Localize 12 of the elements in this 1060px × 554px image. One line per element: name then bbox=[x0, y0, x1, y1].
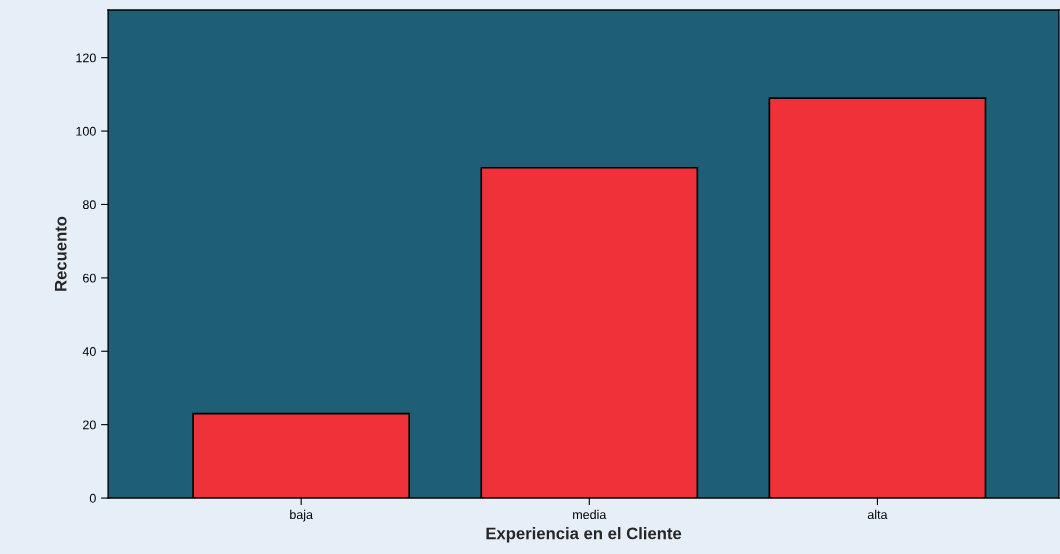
y-tick-label: 40 bbox=[82, 347, 96, 356]
x-tick-label: alta bbox=[867, 509, 888, 520]
y-tick-label: 20 bbox=[83, 420, 96, 430]
x-tick-label: media bbox=[573, 509, 607, 520]
x-axis-title: Experiencia en el Cliente bbox=[486, 527, 682, 543]
y-tick-label: 100 bbox=[76, 126, 96, 136]
x-tick-label: baja bbox=[290, 509, 313, 522]
y-tick-label: 120 bbox=[76, 53, 96, 63]
y-axis-title: Recuento bbox=[54, 216, 67, 291]
y-tick-label: 80 bbox=[82, 200, 96, 210]
y-tick-label: 60 bbox=[83, 273, 96, 283]
y-tick-label: 0 bbox=[89, 493, 96, 503]
